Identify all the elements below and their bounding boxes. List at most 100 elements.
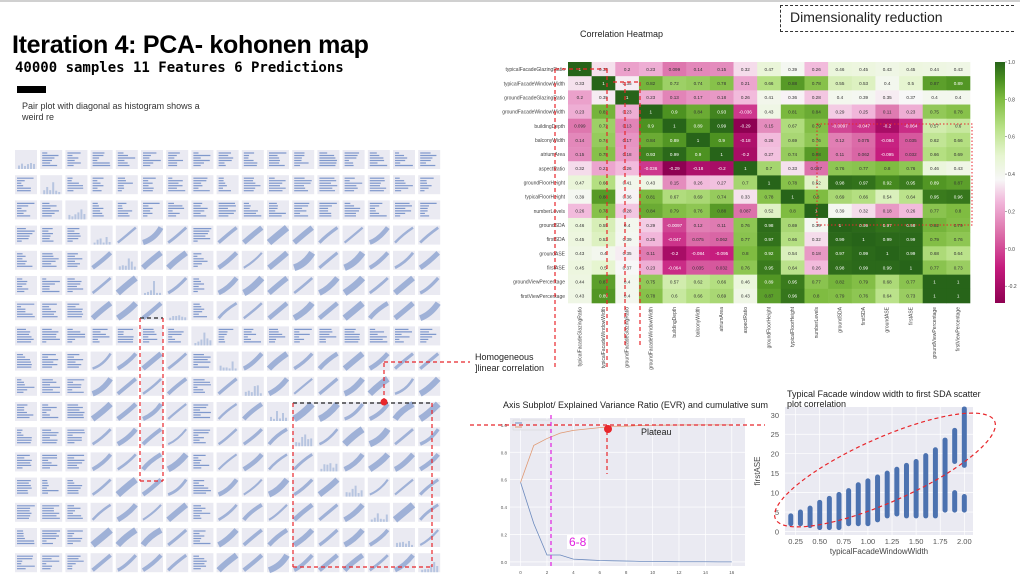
heatmap-cell bbox=[568, 175, 592, 190]
heatmap-cell-value: 0.76 bbox=[906, 166, 915, 171]
heatmap-cell bbox=[851, 62, 876, 77]
heatmap-cell-value: 0.26 bbox=[694, 180, 703, 185]
pair-histogram-bar bbox=[329, 463, 332, 472]
heatmap-cell bbox=[828, 132, 853, 148]
heatmap-cell bbox=[568, 288, 592, 304]
heatmap-cell-value: 0.37 bbox=[623, 265, 632, 270]
heatmap-cell bbox=[709, 161, 734, 176]
scatter-xtick-label: 1.75 bbox=[933, 537, 948, 546]
pair-plot-cell bbox=[141, 175, 163, 195]
heatmap-cell-value: 0.21 bbox=[741, 81, 750, 86]
heatmap-cell-value: 0.23 bbox=[575, 109, 584, 114]
pair-histogram-bar bbox=[96, 239, 99, 245]
pair-plot-cell bbox=[15, 376, 37, 396]
pair-scatter-cloud bbox=[418, 251, 440, 270]
heatmap-cell-value: 0.66 bbox=[859, 194, 868, 199]
heatmap-cell-value: 0.13 bbox=[623, 124, 632, 129]
pair-plot-cell bbox=[65, 175, 88, 195]
heatmap-cell-value: 0.18 bbox=[717, 95, 726, 100]
pair-plot-cell bbox=[15, 427, 37, 447]
pair-scatter-cloud bbox=[268, 453, 288, 471]
heatmap-cell-value: 0.89 bbox=[954, 81, 963, 86]
heatmap-cell-value: 0.25 bbox=[859, 109, 868, 114]
pair-histogram-bar bbox=[52, 182, 55, 195]
pair-histogram-bar bbox=[433, 562, 436, 573]
heatmap-cell-value: 0.77 bbox=[741, 237, 750, 242]
heatmap-cell-value: 0.57 bbox=[670, 280, 679, 285]
heatmap-cell bbox=[615, 132, 640, 148]
heatmap-cell bbox=[709, 90, 734, 105]
heatmap-cell-value: 0.35 bbox=[883, 95, 892, 100]
heatmap-cell bbox=[591, 175, 616, 190]
heatmap-cell-value: 0.89 bbox=[765, 280, 774, 285]
heatmap-cell bbox=[899, 90, 924, 105]
pair-histogram-bar bbox=[396, 542, 398, 547]
heatmap-cell-value: 0.92 bbox=[883, 180, 892, 185]
heatmap-row-label: groundViewPercentage bbox=[513, 280, 565, 286]
heatmap-cell-value: 0.93 bbox=[717, 109, 726, 114]
pair-histogram-bar bbox=[172, 316, 175, 321]
heatmap-cell bbox=[851, 260, 876, 275]
heatmap-cell bbox=[899, 132, 924, 148]
heatmap-cell-value: 1 bbox=[933, 294, 936, 299]
pair-plot-cell bbox=[65, 502, 88, 522]
scatter-ytick-label: 20 bbox=[771, 450, 779, 459]
pair-plot-cell bbox=[191, 452, 214, 472]
heatmap-cell bbox=[591, 203, 616, 219]
scatter-xlabel: typicalFacadeWindowWidth bbox=[830, 547, 928, 556]
pair-scatter-cloud bbox=[419, 352, 440, 370]
pair-plot-cell bbox=[65, 427, 88, 447]
heatmap-cell-value: 0.41 bbox=[765, 95, 774, 100]
heatmap-cell-value: 0.29 bbox=[835, 109, 844, 114]
pair-histogram-bar bbox=[298, 442, 301, 447]
pair-plot-cell bbox=[216, 175, 239, 195]
pair-scatter-cloud bbox=[116, 402, 138, 421]
pair-plot-cell bbox=[241, 175, 264, 195]
pair-plot-cell bbox=[317, 326, 340, 346]
heatmap-cell bbox=[828, 288, 853, 304]
pair-scatter-cloud bbox=[167, 352, 188, 370]
heatmap-cell bbox=[757, 189, 782, 205]
heatmap-cell bbox=[875, 118, 900, 134]
heatmap-column-label: firstSDA bbox=[861, 306, 867, 325]
heatmap-cell-value: 0.52 bbox=[812, 180, 821, 185]
heatmap-cell bbox=[686, 132, 711, 148]
pair-scatter-cloud bbox=[293, 250, 316, 272]
pair-histogram-bar bbox=[74, 214, 77, 220]
heatmap-row-label: numberLevels bbox=[534, 209, 566, 215]
heatmap-cell bbox=[899, 246, 924, 261]
pair-plot bbox=[15, 150, 441, 574]
heatmap-cell-value: 0.32 bbox=[859, 209, 868, 214]
pair-scatter-cloud bbox=[142, 226, 164, 246]
pair-histogram-bar bbox=[335, 463, 338, 472]
evr-ytick-label: 0.4 bbox=[501, 505, 508, 510]
pair-scatter-cloud bbox=[317, 301, 339, 320]
heatmap-cell bbox=[615, 288, 640, 304]
pair-plot-cell bbox=[40, 225, 63, 245]
heatmap-cell bbox=[568, 132, 592, 148]
heatmap-cell-value: -0.064 bbox=[668, 265, 681, 270]
pair-plot-cell bbox=[216, 200, 239, 220]
heatmap-cell-value: 0.32 bbox=[812, 237, 821, 242]
heatmap-cell-value: 0.12 bbox=[835, 138, 844, 143]
pair-plot-cell bbox=[342, 200, 365, 220]
pair-scatter-cloud bbox=[216, 552, 239, 573]
heatmap-cell bbox=[686, 217, 711, 233]
heatmap-cell-value: 0.4 bbox=[624, 223, 631, 228]
heatmap-cell bbox=[899, 175, 924, 190]
pair-scatter-cloud bbox=[344, 403, 364, 421]
pair-plot-cell bbox=[65, 452, 88, 472]
pair-plot-cell bbox=[292, 200, 315, 220]
pca-chart-title: Axis Subplot/ Explained Variance Ratio (… bbox=[503, 400, 768, 410]
pair-plot-cell bbox=[40, 427, 63, 447]
pair-histogram-bar bbox=[382, 519, 385, 522]
heatmap-cell bbox=[780, 203, 805, 219]
heatmap-cell-value: 0.28 bbox=[812, 95, 821, 100]
pair-scatter-cloud bbox=[267, 528, 289, 547]
heatmap-cell-value: 0.11 bbox=[836, 152, 845, 157]
heatmap-cell-value: 0.33 bbox=[599, 67, 608, 72]
heatmap-cell bbox=[780, 217, 805, 233]
pair-plot-cell bbox=[241, 150, 264, 169]
heatmap-cell-value: 0.26 bbox=[623, 166, 632, 171]
pair-plot-cell bbox=[342, 326, 365, 346]
